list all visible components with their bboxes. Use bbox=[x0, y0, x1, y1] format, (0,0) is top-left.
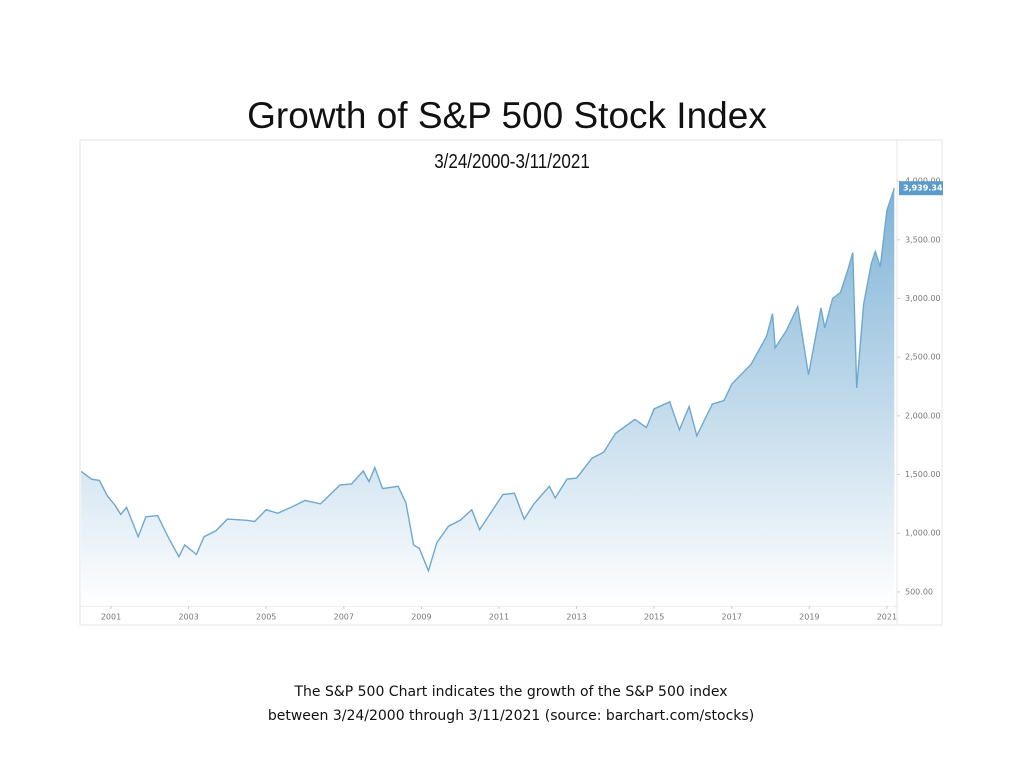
last-value-tag bbox=[899, 181, 943, 196]
x-tick-label: 2005 bbox=[256, 613, 276, 622]
y-tick-label: 2,500.00 bbox=[905, 353, 941, 362]
y-tick-label: 2,000.00 bbox=[905, 411, 941, 420]
y-tick-label: 3,500.00 bbox=[905, 235, 941, 244]
y-tick-label: 4,000.00 bbox=[905, 177, 941, 186]
y-tick-label: 3,000.00 bbox=[905, 294, 941, 303]
price-line bbox=[80, 187, 895, 573]
caption-line: between 3/24/2000 through 3/11/2021 (sou… bbox=[268, 708, 754, 724]
x-tick-label: 2015 bbox=[644, 613, 664, 622]
y-tick-label: 1,500.00 bbox=[905, 470, 941, 479]
x-tick-label: 2011 bbox=[489, 613, 509, 622]
x-tick-label: 2013 bbox=[566, 613, 586, 622]
x-tick-label: 2019 bbox=[799, 613, 819, 622]
x-tick-label: 2021 bbox=[877, 613, 897, 622]
last-value-label: 3,939.34 bbox=[903, 184, 943, 193]
caption-line: The S&P 500 Chart indicates the growth o… bbox=[293, 684, 727, 700]
chart-subtitle: 3/24/2000-3/11/2021 bbox=[434, 150, 590, 173]
x-tick-label: 2003 bbox=[178, 613, 198, 622]
area-fill bbox=[81, 188, 895, 606]
y-tick-label: 500.00 bbox=[905, 587, 933, 596]
x-tick-label: 2009 bbox=[411, 613, 431, 622]
x-tick-label: 2007 bbox=[334, 613, 354, 622]
y-tick-label: 1,000.00 bbox=[905, 529, 941, 538]
x-tick-label: 2017 bbox=[722, 613, 742, 622]
chart-title: Growth of S&P 500 Stock Index bbox=[247, 95, 767, 136]
x-tick-label: 2001 bbox=[101, 613, 121, 622]
